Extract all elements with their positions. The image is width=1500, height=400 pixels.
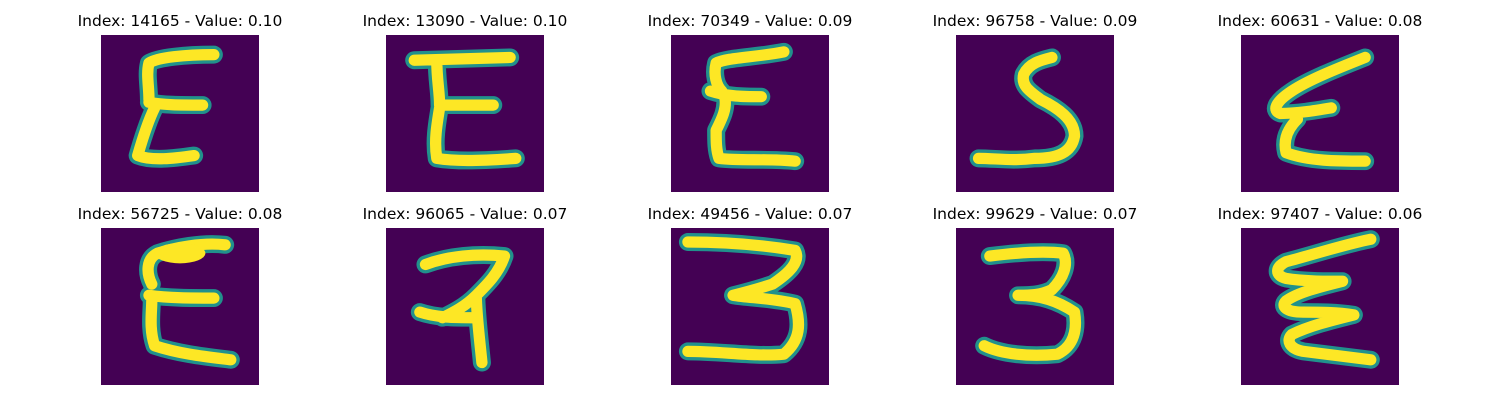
grid-panel: Index: 96065 - Value: 0.07 (335, 203, 595, 385)
panel-title: Index: 14165 - Value: 0.10 (77, 12, 283, 30)
digit-image (101, 228, 259, 385)
grid-panel: Index: 99629 - Value: 0.07 (905, 203, 1165, 385)
digit-image (1241, 228, 1399, 385)
grid-panel: Index: 14165 - Value: 0.10 (50, 10, 310, 192)
grid-panel: Index: 56725 - Value: 0.08 (50, 203, 310, 385)
digit-image (956, 35, 1114, 192)
grid-panel: Index: 60631 - Value: 0.08 (1190, 10, 1450, 192)
panel-title: Index: 13090 - Value: 0.10 (362, 12, 568, 30)
panel-title: Index: 60631 - Value: 0.08 (1217, 12, 1423, 30)
digit-image (386, 35, 544, 192)
digit-image (101, 35, 259, 192)
panel-title: Index: 99629 - Value: 0.07 (932, 205, 1138, 223)
panel-title: Index: 70349 - Value: 0.09 (647, 12, 853, 30)
panel-title: Index: 49456 - Value: 0.07 (647, 205, 853, 223)
digit-image (671, 228, 829, 385)
panel-title: Index: 96758 - Value: 0.09 (932, 12, 1138, 30)
panel-title: Index: 56725 - Value: 0.08 (77, 205, 283, 223)
digit-image (956, 228, 1114, 385)
grid-panel: Index: 13090 - Value: 0.10 (335, 10, 595, 192)
digit-image (671, 35, 829, 192)
grid-panel: Index: 49456 - Value: 0.07 (620, 203, 880, 385)
digit-image (1241, 35, 1399, 192)
digit-image (386, 228, 544, 385)
panel-title: Index: 96065 - Value: 0.07 (362, 205, 568, 223)
grid-panel: Index: 97407 - Value: 0.06 (1190, 203, 1450, 385)
grid-panel: Index: 70349 - Value: 0.09 (620, 10, 880, 192)
grid-panel: Index: 96758 - Value: 0.09 (905, 10, 1165, 192)
panel-title: Index: 97407 - Value: 0.06 (1217, 205, 1423, 223)
